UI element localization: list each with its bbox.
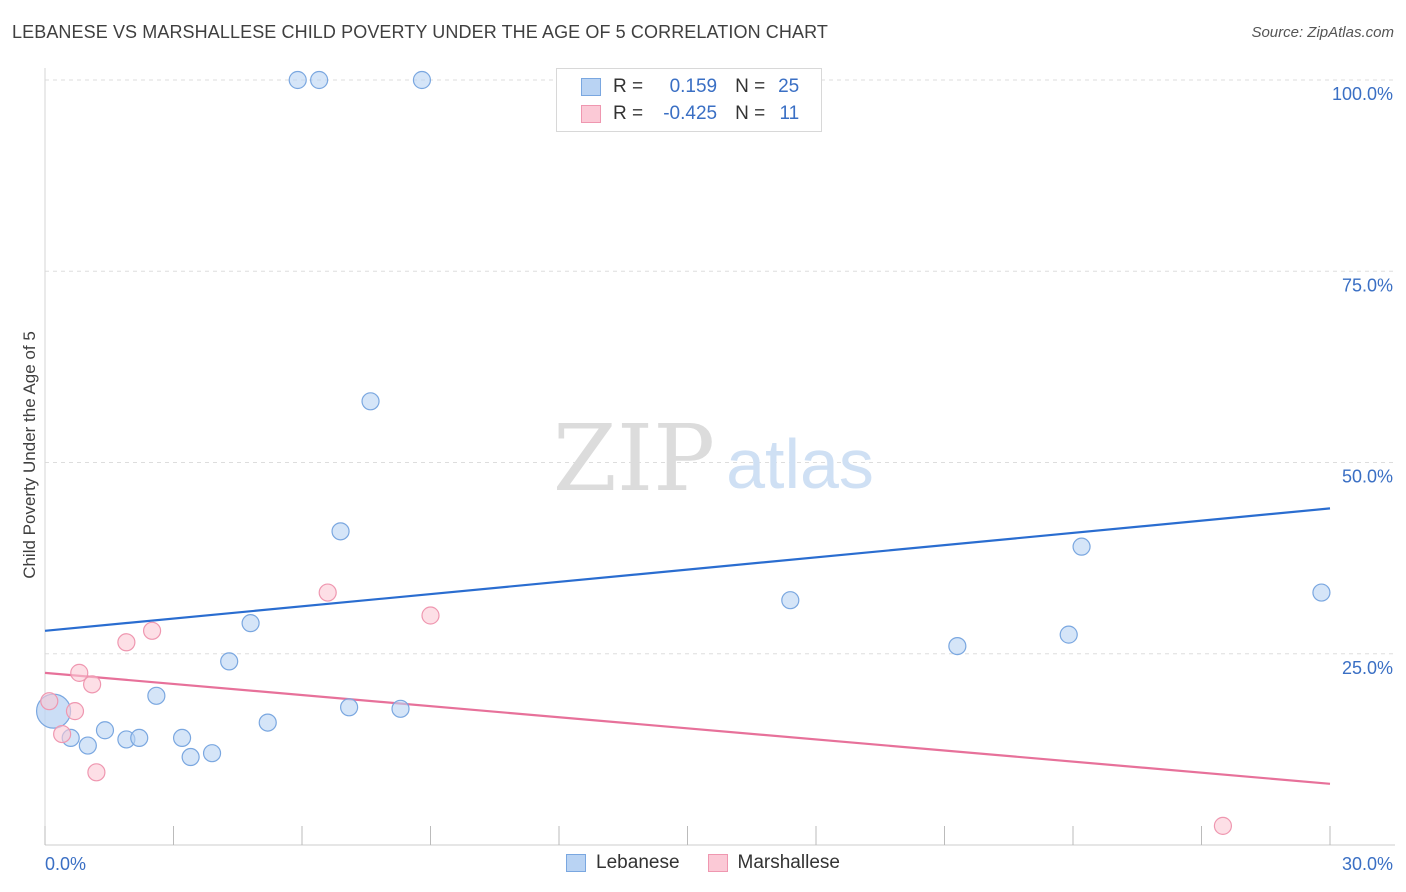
marshallese-point <box>1213 816 1233 835</box>
marshallese-point <box>142 621 162 640</box>
marshallese-trend-line <box>44 671 1331 785</box>
stats-legend: R = 0.159 N = 25 R = -0.425 N = 11 <box>556 68 822 132</box>
y-tick-label: 25.0% <box>1342 658 1393 678</box>
chart-title: LEBANESE VS MARSHALLESE CHILD POVERTY UN… <box>12 22 828 42</box>
watermark-zip: ZIP <box>553 405 715 512</box>
marshallese-point <box>87 763 106 782</box>
r-label: R = <box>613 76 644 97</box>
lebanese-trend-line <box>44 507 1331 632</box>
lebanese-point <box>1059 625 1078 644</box>
lebanese-point <box>361 392 380 411</box>
r-label: R = <box>613 103 644 124</box>
lebanese-point <box>948 636 967 656</box>
source-label: Source: ZipAtlas.com <box>1251 24 1394 41</box>
marshallese-point <box>70 663 89 682</box>
lebanese-point <box>95 721 115 740</box>
marshallese-point <box>83 675 102 694</box>
lebanese-point <box>331 522 350 541</box>
lebanese-point <box>1312 583 1331 602</box>
series-legend: Lebanese Marshallese <box>0 852 1406 874</box>
stats-row-lebanese: R = 0.159 N = 25 <box>581 75 799 99</box>
n-value: 25 <box>778 76 800 97</box>
lebanese-point <box>412 70 432 90</box>
r-value: 0.159 <box>669 76 718 97</box>
watermark-atlas: atlas <box>726 425 874 503</box>
x-tick-label-min: 0.0% <box>45 854 86 874</box>
lebanese-point <box>202 744 222 763</box>
lebanese-point <box>310 70 329 90</box>
marshallese-swatch <box>581 105 601 123</box>
x-axis <box>44 68 1395 846</box>
lebanese-point <box>258 713 277 732</box>
legend-label-marshallese: Marshallese <box>737 852 840 873</box>
lebanese-point <box>288 70 307 90</box>
marshallese-legend-swatch <box>707 854 728 872</box>
n-label: N = <box>735 76 766 97</box>
x-tick-label-max: 30.0% <box>1342 854 1393 874</box>
marshallese-point <box>65 702 85 721</box>
marshallese-point <box>117 633 136 652</box>
watermark: ZIP atlas <box>553 405 874 512</box>
legend-item-marshallese: Marshallese <box>707 852 840 874</box>
y-tick-label: 50.0% <box>1342 467 1393 487</box>
lebanese-point <box>340 698 359 717</box>
lebanese-point <box>241 614 260 633</box>
lebanese-legend-swatch <box>566 854 587 872</box>
legend-item-lebanese: Lebanese <box>566 852 680 874</box>
marshallese-point <box>318 583 337 602</box>
lebanese-point <box>1072 537 1091 556</box>
lebanese-point <box>78 736 97 755</box>
n-label: N = <box>735 103 766 124</box>
lebanese-point <box>147 686 166 705</box>
lebanese-point <box>220 652 239 671</box>
legend-label-lebanese: Lebanese <box>596 852 680 873</box>
y-tick-label: 100.0% <box>1332 84 1393 104</box>
r-value: -0.425 <box>663 103 718 124</box>
stats-row-marshallese: R = -0.425 N = 11 <box>581 102 799 126</box>
n-value: 11 <box>779 103 800 124</box>
lebanese-point <box>130 728 149 748</box>
lebanese-swatch <box>581 78 601 96</box>
lebanese-point <box>181 747 200 767</box>
lebanese-point <box>781 591 800 610</box>
lebanese-point <box>391 699 410 718</box>
lebanese-point <box>172 728 192 748</box>
y-tick-label: 75.0% <box>1342 275 1393 295</box>
grid-lines <box>45 79 1395 655</box>
marshallese-point <box>53 724 72 744</box>
marshallese-point <box>421 606 440 625</box>
marshallese-point <box>40 692 59 711</box>
